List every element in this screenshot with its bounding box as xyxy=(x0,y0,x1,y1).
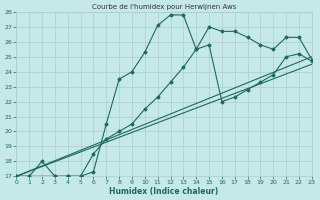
Title: Courbe de l'humidex pour Herwijnen Aws: Courbe de l'humidex pour Herwijnen Aws xyxy=(92,4,236,10)
X-axis label: Humidex (Indice chaleur): Humidex (Indice chaleur) xyxy=(109,187,219,196)
